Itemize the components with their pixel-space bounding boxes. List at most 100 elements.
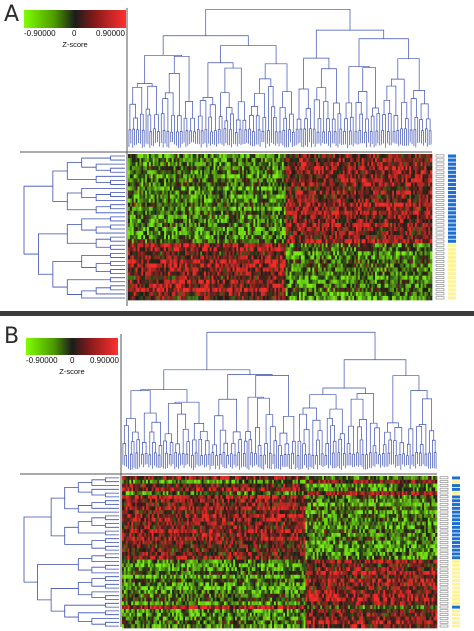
heatmap-cell — [424, 162, 427, 167]
heatmap-cell — [211, 235, 214, 240]
heatmap-cell — [297, 259, 300, 264]
heatmap-cell — [378, 243, 382, 248]
heatmap-cell — [135, 235, 138, 240]
heatmap-cell — [357, 158, 361, 163]
heatmap-cell — [318, 247, 321, 252]
heatmap-cell — [226, 247, 230, 252]
heatmap-cell — [150, 239, 154, 244]
heatmap-cell — [306, 166, 309, 171]
heatmap-cell — [318, 162, 321, 167]
column-dendrogram-branch — [141, 129, 145, 148]
heatmap-cell — [200, 166, 203, 171]
heatmap-cell — [287, 174, 290, 179]
heatmap-cell — [213, 214, 216, 220]
heatmap-cell — [409, 247, 412, 252]
heatmap-cell — [245, 166, 249, 171]
heatmap-cell — [186, 202, 190, 208]
heatmap-cell — [194, 154, 197, 159]
heatmap-cell — [266, 251, 269, 256]
heatmap-cell — [242, 186, 245, 191]
heatmap-cell — [352, 154, 355, 159]
heatmap-cell — [354, 202, 357, 208]
column-dendrogram-branch — [224, 120, 229, 146]
heatmap-cell — [346, 267, 349, 272]
column-dendrogram-branch — [391, 78, 405, 103]
heatmap-cell — [228, 247, 231, 252]
heatmap-cell — [376, 210, 380, 216]
heatmap-cell — [148, 194, 152, 199]
heatmap-cell — [340, 166, 344, 171]
heatmap-cell — [137, 247, 140, 252]
heatmap-cell — [312, 170, 315, 175]
heatmap-cell — [276, 154, 279, 159]
heatmap-cell — [150, 198, 154, 204]
heatmap-cell — [261, 210, 264, 216]
heatmap-cell — [342, 166, 345, 171]
heatmap-cell — [346, 166, 349, 171]
heatmap-cell — [162, 235, 165, 240]
heatmap-cell — [147, 186, 150, 191]
heatmap-cell — [367, 263, 370, 268]
heatmap-cell — [169, 166, 173, 171]
heatmap-cell — [266, 271, 269, 277]
heatmap-cell — [217, 170, 220, 175]
heatmap-cell — [420, 166, 423, 171]
heatmap-cell — [264, 206, 268, 212]
heatmap-cell — [367, 174, 370, 179]
heatmap-cell — [175, 255, 178, 260]
heatmap-cell — [287, 194, 290, 199]
heatmap-cell — [261, 154, 264, 159]
heatmap-cell — [236, 158, 239, 163]
heatmap-cell — [177, 218, 180, 224]
heatmap-cell — [152, 239, 155, 244]
heatmap-cell — [376, 263, 380, 268]
heatmap-cell — [411, 227, 414, 232]
heatmap-cell — [219, 227, 222, 232]
heatmap-cell — [211, 267, 214, 272]
heatmap-cell — [344, 170, 347, 175]
heatmap-cell — [128, 271, 131, 277]
heatmap-cell — [238, 255, 241, 260]
heatmap-cell — [335, 243, 338, 248]
heatmap-cell — [413, 259, 416, 264]
heatmap-cell — [367, 158, 370, 163]
heatmap-cell — [217, 198, 220, 204]
heatmap-cell — [352, 202, 355, 208]
heatmap-cell — [395, 214, 399, 220]
column-dendrogram-branch — [200, 130, 204, 148]
heatmap-cell — [392, 178, 395, 183]
heatmap-cell — [376, 239, 380, 244]
heatmap-cell — [223, 210, 226, 216]
heatmap-cell — [337, 243, 340, 248]
heatmap-cell — [316, 162, 319, 167]
heatmap-cell — [352, 162, 355, 167]
heatmap-cell — [280, 154, 283, 159]
heatmap-cell — [295, 259, 298, 264]
heatmap-cell — [137, 198, 140, 204]
heatmap-cell — [316, 235, 319, 240]
heatmap-cell — [139, 251, 142, 256]
heatmap-cell — [376, 267, 380, 272]
heatmap-cell — [160, 170, 163, 175]
heatmap-cell — [411, 210, 414, 216]
heatmap-cell — [378, 202, 382, 208]
heatmap-cell — [207, 170, 211, 175]
heatmap-cell — [388, 239, 391, 244]
heatmap-cell — [300, 247, 304, 252]
heatmap-cell — [340, 267, 344, 272]
heatmap-cell — [407, 263, 410, 268]
heatmap-cell — [213, 251, 216, 256]
heatmap-cell — [167, 154, 171, 159]
heatmap-cell — [262, 218, 266, 224]
heatmap-cell — [243, 178, 247, 183]
heatmap-cell — [399, 251, 402, 256]
heatmap-cell — [319, 190, 323, 195]
column-dendrogram-branch — [349, 130, 352, 146]
heatmap-cell — [169, 206, 173, 212]
heatmap-cell — [359, 235, 363, 240]
heatmap-cell — [188, 235, 192, 240]
heatmap-cell — [373, 206, 376, 212]
heatmap-cell — [243, 210, 247, 216]
heatmap-cell — [261, 259, 264, 264]
heatmap-cell — [357, 170, 361, 175]
